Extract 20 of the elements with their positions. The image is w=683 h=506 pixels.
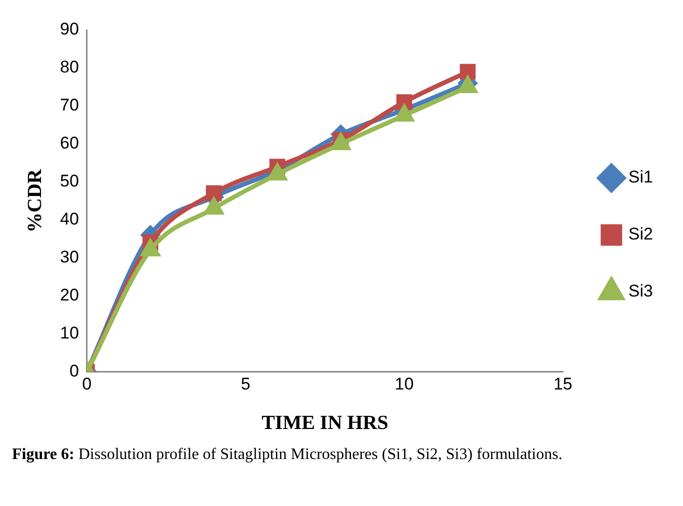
y-axis-title: %CDR	[24, 168, 46, 232]
x-tick-label: 0	[82, 374, 92, 394]
y-tick-label: 0	[69, 361, 79, 380]
legend-label: Si2	[628, 224, 654, 244]
x-axis-title: TIME IN HRS	[262, 412, 388, 434]
y-tick-label: 60	[60, 134, 79, 153]
y-tick-label: 50	[60, 172, 79, 191]
y-tick-label: 20	[60, 285, 79, 304]
y-tick-label: 70	[60, 96, 79, 115]
x-tick-label: 15	[553, 374, 572, 394]
y-tick-label: 30	[60, 247, 79, 266]
x-tick-label: 5	[240, 374, 250, 394]
legend-label: Si3	[628, 282, 654, 301]
y-tick-label: 10	[60, 323, 79, 342]
y-tick-label: 90	[60, 20, 79, 39]
caption: Figure 6: Dissolution profile of Sitagliptin Microspheres (Si1, Si2, Si3) formulations.	[12, 445, 564, 464]
y-tick-label: 80	[60, 58, 79, 77]
x-tick-label: 10	[394, 374, 414, 394]
y-tick-label: 40	[60, 209, 79, 228]
legend-label: Si1	[628, 168, 654, 187]
